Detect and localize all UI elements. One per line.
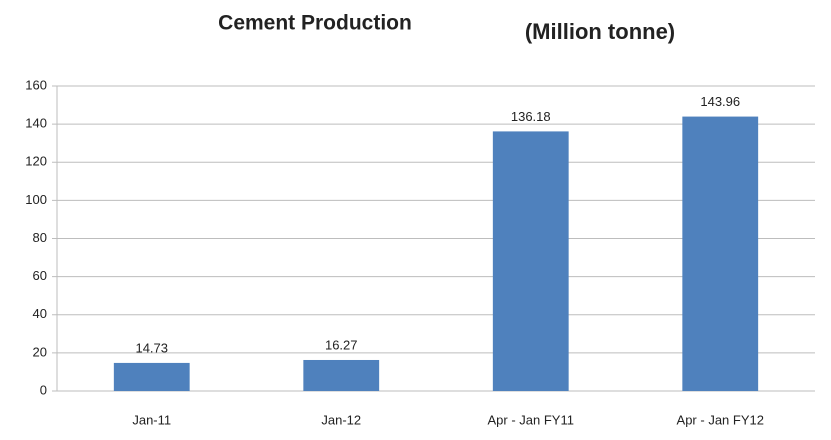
bar xyxy=(303,359,380,391)
data-label: 136.18 xyxy=(511,109,551,124)
chart-subtitle: (Million tonne) xyxy=(525,19,675,44)
y-tick-label: 20 xyxy=(33,344,47,359)
bar xyxy=(682,116,759,392)
y-tick-label: 120 xyxy=(25,154,47,169)
x-tick-label: Jan-11 xyxy=(132,412,171,427)
y-tick-label: 160 xyxy=(25,77,47,92)
bar xyxy=(492,131,569,392)
y-tick-label: 100 xyxy=(25,192,47,207)
x-tick-label: Apr - Jan FY11 xyxy=(488,412,574,427)
y-tick-label: 60 xyxy=(33,268,47,283)
y-tick-label: 0 xyxy=(40,382,47,397)
data-label: 14.73 xyxy=(135,340,168,355)
data-label: 143.96 xyxy=(700,94,740,109)
y-tick-label: 140 xyxy=(25,116,47,131)
bar xyxy=(113,362,190,391)
x-tick-label: Apr - Jan FY12 xyxy=(677,412,764,427)
chart-title: Cement Production xyxy=(218,12,412,35)
x-tick-label: Jan-12 xyxy=(321,412,361,427)
y-tick-label: 40 xyxy=(33,306,47,321)
data-label: 16.27 xyxy=(325,337,358,352)
y-tick-label: 80 xyxy=(33,230,47,245)
